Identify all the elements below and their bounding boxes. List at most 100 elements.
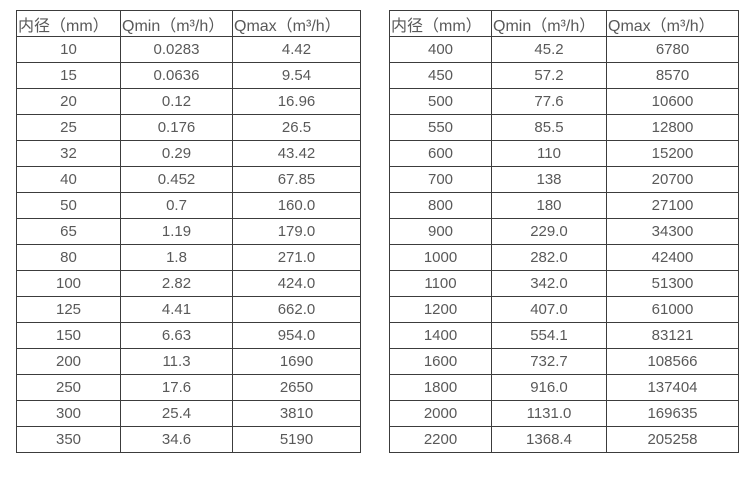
table-cell: 1.8 (120, 244, 233, 271)
table-row: 450 57.2 8570 (389, 62, 739, 89)
table-cell: 169635 (606, 400, 739, 427)
table-cell: 450 (389, 62, 492, 89)
table-cell: 200 (16, 348, 121, 375)
table-row: 20 0.12 16.96 (16, 88, 361, 115)
table-cell: 1600 (389, 348, 492, 375)
table-row: 32 0.29 43.42 (16, 140, 361, 167)
table-cell: 0.12 (120, 88, 233, 115)
table-cell: 100 (16, 270, 121, 297)
table-row: 1200 407.0 61000 (389, 296, 739, 323)
table-row: 550 85.5 12800 (389, 114, 739, 141)
flow-tables-container: 内径（mm） Qmin（m³/h） Qmax（m³/h） 10 0.0283 4.42 1… (16, 10, 739, 453)
table-row: 400 45.2 6780 (389, 36, 739, 63)
table-cell: 400 (389, 36, 492, 63)
table-row: 100 2.82 424.0 (16, 270, 361, 297)
flow-table-large-diameters: 内径（mm） Qmin（m³/h） Qmax（m³/h） 400 45.2 6780 45… (389, 10, 739, 453)
table-cell: 0.7 (120, 192, 233, 219)
table-row: 900 229.0 34300 (389, 218, 739, 245)
table-cell: 282.0 (491, 244, 607, 271)
column-header: Qmax（m³/h） (606, 10, 739, 37)
table-row: 80 1.8 271.0 (16, 244, 361, 271)
table-cell: 12800 (606, 114, 739, 141)
table-row: 1600 732.7 108566 (389, 348, 739, 375)
table-cell: 6780 (606, 36, 739, 63)
table-cell: 160.0 (232, 192, 361, 219)
table-cell: 83121 (606, 322, 739, 349)
table-cell: 180 (491, 192, 607, 219)
column-header: 内径（mm） (389, 10, 492, 37)
table-row: 25 0.176 26.5 (16, 114, 361, 141)
column-header: Qmin（m³/h） (120, 10, 233, 37)
table-cell: 1400 (389, 322, 492, 349)
table-cell: 662.0 (232, 296, 361, 323)
table-row: 200 11.3 1690 (16, 348, 361, 375)
table-cell: 34300 (606, 218, 739, 245)
table-cell: 17.6 (120, 374, 233, 401)
table-cell: 43.42 (232, 140, 361, 167)
table-cell: 0.0636 (120, 62, 233, 89)
table-row: 15 0.0636 9.54 (16, 62, 361, 89)
table-cell: 108566 (606, 348, 739, 375)
table-cell: 2000 (389, 400, 492, 427)
table-cell: 65 (16, 218, 121, 245)
table-cell: 34.6 (120, 426, 233, 453)
table-cell: 600 (389, 140, 492, 167)
table-cell: 51300 (606, 270, 739, 297)
table-cell: 2200 (389, 426, 492, 453)
table-cell: 10 (16, 36, 121, 63)
table-row: 10 0.0283 4.42 (16, 36, 361, 63)
table-cell: 15 (16, 62, 121, 89)
table-cell: 916.0 (491, 374, 607, 401)
table-cell: 15200 (606, 140, 739, 167)
table-cell: 179.0 (232, 218, 361, 245)
table-cell: 20 (16, 88, 121, 115)
table-row: 250 17.6 2650 (16, 374, 361, 401)
table-cell: 10600 (606, 88, 739, 115)
table-row: 1100 342.0 51300 (389, 270, 739, 297)
table-cell: 5190 (232, 426, 361, 453)
table-row: 350 34.6 5190 (16, 426, 361, 453)
table-cell: 554.1 (491, 322, 607, 349)
table-header: 内径（mm） Qmin（m³/h） Qmax（m³/h） (389, 10, 739, 37)
table-cell: 229.0 (491, 218, 607, 245)
table-cell: 9.54 (232, 62, 361, 89)
table-cell: 16.96 (232, 88, 361, 115)
table-row: 500 77.6 10600 (389, 88, 739, 115)
table-cell: 6.63 (120, 322, 233, 349)
table-row: 800 180 27100 (389, 192, 739, 219)
table-cell: 271.0 (232, 244, 361, 271)
table-row: 1000 282.0 42400 (389, 244, 739, 271)
table-cell: 85.5 (491, 114, 607, 141)
table-cell: 954.0 (232, 322, 361, 349)
table-cell: 250 (16, 374, 121, 401)
table-cell: 40 (16, 166, 121, 193)
table-cell: 8570 (606, 62, 739, 89)
table-cell: 0.452 (120, 166, 233, 193)
table-row: 125 4.41 662.0 (16, 296, 361, 323)
table-cell: 407.0 (491, 296, 607, 323)
table-cell: 350 (16, 426, 121, 453)
table-cell: 2.82 (120, 270, 233, 297)
table-cell: 20700 (606, 166, 739, 193)
table-cell: 1131.0 (491, 400, 607, 427)
table-cell: 4.42 (232, 36, 361, 63)
table-cell: 150 (16, 322, 121, 349)
table-row: 40 0.452 67.85 (16, 166, 361, 193)
table-cell: 1.19 (120, 218, 233, 245)
table-cell: 3810 (232, 400, 361, 427)
column-header: 内径（mm） (16, 10, 121, 37)
table-cell: 50 (16, 192, 121, 219)
header-row: 内径（mm） Qmin（m³/h） Qmax（m³/h） (16, 10, 361, 37)
table-cell: 25 (16, 114, 121, 141)
table-cell: 550 (389, 114, 492, 141)
table-row: 1800 916.0 137404 (389, 374, 739, 401)
table-header: 内径（mm） Qmin（m³/h） Qmax（m³/h） (16, 10, 361, 37)
table-cell: 137404 (606, 374, 739, 401)
table-cell: 57.2 (491, 62, 607, 89)
table-cell: 45.2 (491, 36, 607, 63)
table-cell: 1100 (389, 270, 492, 297)
table-cell: 900 (389, 218, 492, 245)
table-row: 300 25.4 3810 (16, 400, 361, 427)
table-cell: 800 (389, 192, 492, 219)
table-row: 1400 554.1 83121 (389, 322, 739, 349)
